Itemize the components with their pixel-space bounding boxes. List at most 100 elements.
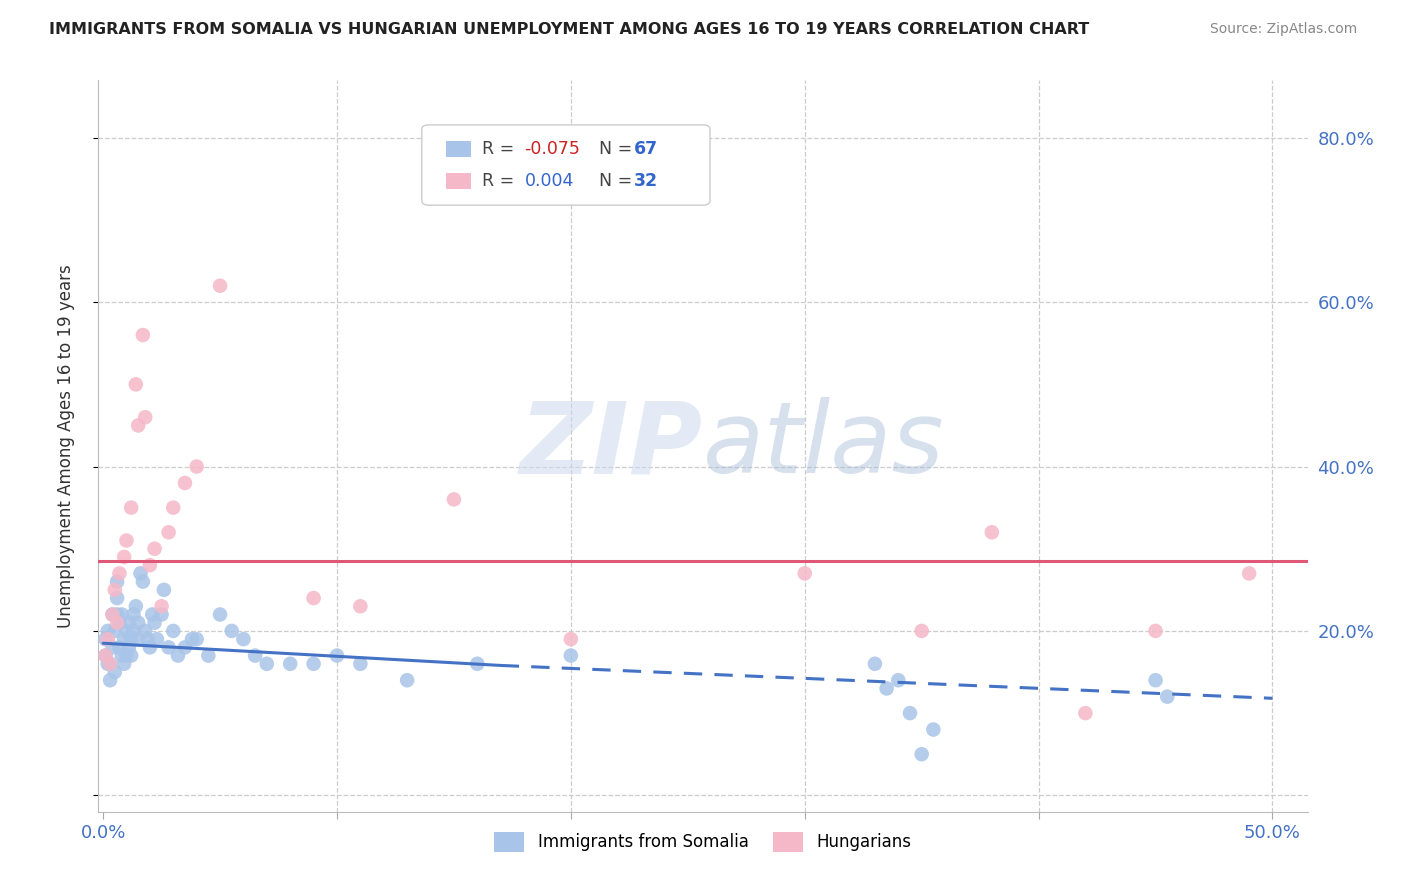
Point <box>186 632 208 647</box>
Point <box>349 657 371 671</box>
Point <box>167 648 190 663</box>
Point <box>560 632 582 647</box>
Point <box>136 632 159 647</box>
Text: N =: N = <box>588 172 637 190</box>
Point <box>125 377 148 392</box>
Point <box>108 566 131 581</box>
Point <box>197 648 219 663</box>
Point <box>863 657 886 671</box>
Point <box>443 492 465 507</box>
Point <box>186 459 208 474</box>
Text: 67: 67 <box>634 140 658 158</box>
Point <box>97 657 120 671</box>
Point <box>104 582 127 597</box>
Point <box>157 525 180 540</box>
Point <box>105 615 128 630</box>
Point <box>302 657 325 671</box>
Text: R =: R = <box>482 172 520 190</box>
Text: ZIP: ZIP <box>520 398 703 494</box>
Point <box>876 681 898 696</box>
Point <box>125 599 148 614</box>
Text: 32: 32 <box>634 172 658 190</box>
Point <box>980 525 1002 540</box>
Point <box>302 591 325 605</box>
Point <box>132 574 155 589</box>
Text: IMMIGRANTS FROM SOMALIA VS HUNGARIAN UNEMPLOYMENT AMONG AGES 16 TO 19 YEARS CORR: IMMIGRANTS FROM SOMALIA VS HUNGARIAN UNE… <box>49 22 1090 37</box>
Point <box>94 632 117 647</box>
Point <box>101 607 124 622</box>
Point <box>97 624 120 638</box>
Point <box>208 607 231 622</box>
Point <box>122 624 145 638</box>
Point <box>174 475 197 490</box>
Point <box>134 624 156 638</box>
Point <box>162 624 184 638</box>
Point <box>1074 706 1097 720</box>
Point <box>108 615 131 630</box>
Point <box>1144 624 1167 638</box>
Point <box>465 657 488 671</box>
Point <box>112 549 135 564</box>
Point <box>887 673 910 688</box>
Point <box>139 640 162 655</box>
Point <box>898 706 921 720</box>
Point <box>181 632 204 647</box>
Point <box>326 648 349 663</box>
Point <box>94 648 117 663</box>
Point <box>127 418 149 433</box>
Point <box>141 607 163 622</box>
Point <box>793 566 815 581</box>
Point <box>101 640 124 655</box>
Point <box>105 607 128 622</box>
Point <box>94 648 117 663</box>
Text: atlas: atlas <box>703 398 945 494</box>
Point <box>127 615 149 630</box>
Point <box>157 640 180 655</box>
Point <box>150 599 173 614</box>
Point <box>97 632 120 647</box>
Point <box>162 500 184 515</box>
Point <box>134 410 156 425</box>
Point <box>98 657 121 671</box>
Point <box>104 624 127 638</box>
Point <box>129 566 152 581</box>
Point <box>115 624 138 638</box>
Point <box>153 582 176 597</box>
Point <box>120 632 142 647</box>
Point <box>111 607 134 622</box>
Point <box>911 747 934 762</box>
Point <box>101 607 124 622</box>
Point <box>139 558 162 573</box>
Point <box>256 657 278 671</box>
Point <box>118 615 141 630</box>
Point <box>104 665 127 679</box>
Point <box>98 657 121 671</box>
Point <box>112 632 135 647</box>
Point <box>1144 673 1167 688</box>
Point <box>243 648 266 663</box>
Point <box>112 657 135 671</box>
Point <box>111 648 134 663</box>
Point <box>115 533 138 548</box>
Text: R =: R = <box>482 140 520 158</box>
Point <box>127 632 149 647</box>
Text: -0.075: -0.075 <box>524 140 581 158</box>
Point <box>105 591 128 605</box>
Point <box>108 640 131 655</box>
Text: N =: N = <box>588 140 637 158</box>
Text: 0.004: 0.004 <box>524 172 574 190</box>
Point <box>1237 566 1260 581</box>
Point <box>143 541 166 556</box>
Point <box>232 632 254 647</box>
Point <box>150 607 173 622</box>
Point <box>396 673 419 688</box>
Point <box>349 599 371 614</box>
Point <box>208 278 231 293</box>
Point <box>922 723 945 737</box>
Point <box>105 574 128 589</box>
Point <box>132 328 155 343</box>
Point <box>115 648 138 663</box>
Point <box>221 624 243 638</box>
Y-axis label: Unemployment Among Ages 16 to 19 years: Unemployment Among Ages 16 to 19 years <box>56 264 75 628</box>
Point <box>120 500 142 515</box>
